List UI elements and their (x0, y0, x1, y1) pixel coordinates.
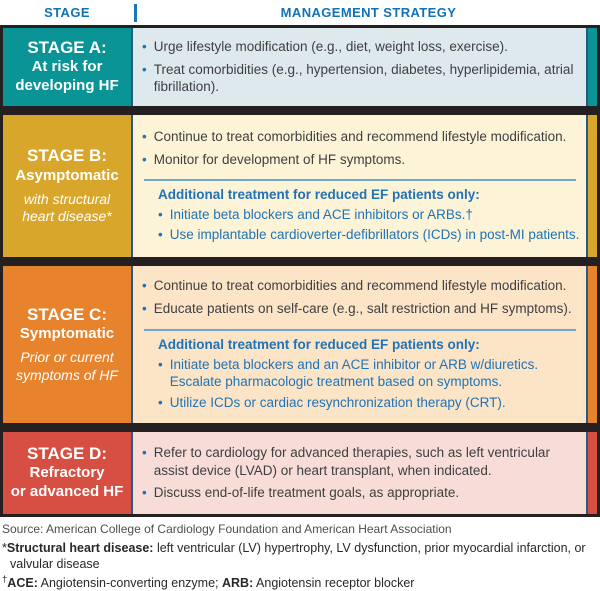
bullet-icon: • (142, 151, 147, 167)
footnote-text: left ventricular (LV) hypertrophy, LV dy… (10, 541, 586, 572)
list-item: • Initiate beta blockers and an ACE inhib… (158, 356, 580, 392)
list-item: • Utilize ICDs or cardiac resynchronizati… (158, 394, 580, 412)
stage-d-subtitle-2: or advanced HF (10, 483, 124, 501)
footnote-text: Angiotensin-converting enzyme; (37, 576, 222, 591)
stage-a-strategy-cell: • Urge lifestyle modification (e.g., diet… (131, 28, 588, 106)
additional-heading: Additional treatment for reduced EF pati… (158, 187, 480, 202)
stage-c-strategy-cell: • Continue to treat comorbidities and rec… (131, 266, 588, 423)
footnote-bold-term: ACE: (7, 576, 38, 591)
bullet-text: Urge lifestyle modification (e.g., diet,… (153, 38, 508, 54)
bullet-icon: • (142, 444, 147, 460)
bullet-icon: • (142, 485, 147, 501)
bullet-text: Monitor for development of HF symptoms. (153, 151, 406, 167)
stage-b-label-cell: STAGE B: Asymptomatic with structural he… (3, 115, 131, 257)
bullet-text: Educate patients on self-care (e.g., sal… (153, 301, 572, 317)
stage-c-title: STAGE C: (27, 304, 107, 324)
stage-column-header: STAGE (44, 5, 90, 20)
stage-d-subtitle-1: Refractory (29, 464, 105, 482)
stage-b-title: STAGE B: (27, 146, 107, 166)
row-stage-a: STAGE A: At risk for developing HF • Urge… (3, 28, 597, 106)
bullet-text: Utilize ICDs or cardiac resynchronizatio… (169, 394, 506, 410)
footnote-text: Angiotensin receptor blocker (253, 576, 415, 591)
stage-c-subtitle-1: Symptomatic (19, 325, 115, 343)
bullet-icon: • (158, 227, 163, 243)
strategy-column-header: MANAGEMENT STRATEGY (280, 5, 457, 20)
stage-b-strategy-cell: • Continue to treat comorbidities and rec… (131, 115, 588, 257)
stage-d-strategy-cell: • Refer to cardiology for advanced therap… (131, 432, 588, 514)
stage-b-qualifier-1: with structural (23, 190, 111, 207)
list-item: • Educate patients on self-care (e.g., sa… (142, 300, 580, 318)
list-item: • Continue to treat comorbidities and rec… (142, 277, 580, 295)
row-stage-d: STAGE D: Refractory or advanced HF • Refe… (3, 432, 597, 514)
list-item: • Initiate beta blockers and ACE inhibito… (158, 206, 580, 224)
list-item: • Urge lifestyle modification (e.g., diet… (142, 38, 580, 56)
bullet-text: Treat comorbidities (e.g., hypertension,… (153, 61, 574, 95)
stage-c-label-cell: STAGE C: Symptomatic Prior or current sy… (3, 266, 131, 423)
additional-heading: Additional treatment for reduced EF pati… (158, 336, 480, 352)
stage-a-title: STAGE A: (27, 38, 107, 58)
footer: Source: American College of Cardiology F… (0, 517, 600, 591)
bullet-text: Initiate beta blockers and an ACE inhibi… (169, 356, 539, 390)
stage-b-qualifier-2: heart disease* (22, 208, 112, 225)
stage-c-qualifier-1: Prior or current (20, 349, 114, 366)
stages-table: STAGE A: At risk for developing HF • Urge… (0, 25, 600, 517)
list-item: • Discuss end-of-life treatment goals, as… (142, 484, 580, 502)
bullet-text: Discuss end-of-life treatment goals, as … (153, 485, 460, 501)
bullet-text: Continue to treat comorbidities and reco… (153, 278, 567, 294)
list-item: • Continue to treat comorbidities and rec… (142, 128, 580, 146)
bullet-icon: • (158, 207, 163, 222)
stage-b-additional-section: Additional treatment for reduced EF pati… (142, 171, 580, 247)
source-attribution: Source: American College of Cardiology F… (2, 522, 452, 536)
bullet-icon: • (142, 278, 147, 294)
bullet-icon: • (142, 38, 147, 54)
row-stage-c: STAGE C: Symptomatic Prior or current sy… (3, 266, 597, 423)
bullet-icon: • (158, 394, 163, 410)
row-stage-b: STAGE B: Asymptomatic with structural he… (3, 115, 597, 257)
bullet-icon: • (158, 356, 163, 372)
stage-a-subtitle-2: developing HF (15, 77, 119, 95)
list-item: • Monitor for development of HF symptoms. (142, 151, 580, 169)
dagger-marker: † (2, 574, 8, 585)
bullet-text: Use implantable cardioverter-defibrillat… (169, 227, 580, 243)
stage-c-additional-section: Additional treatment for reduced EF pati… (142, 321, 580, 415)
bullet-icon: • (142, 128, 147, 144)
stage-a-label-cell: STAGE A: At risk for developing HF (3, 28, 131, 106)
footnote-structural-heart-disease: *Structural heart disease: left ventricu… (2, 540, 598, 573)
footnote-marker: * (2, 541, 7, 555)
bullet-icon: • (142, 61, 147, 77)
header-divider (134, 3, 137, 22)
list-item: • Use implantable cardioverter-defibrilla… (158, 226, 580, 244)
bullet-icon: • (142, 301, 147, 317)
table-header: STAGE MANAGEMENT STRATEGY (0, 0, 600, 25)
section-divider (144, 328, 576, 331)
stage-a-subtitle-1: At risk for (31, 58, 103, 76)
list-item: • Refer to cardiology for advanced therap… (142, 444, 580, 480)
bullet-text: Refer to cardiology for advanced therapi… (153, 444, 550, 478)
bullet-text: Initiate beta blockers and ACE inhibitor… (169, 207, 473, 222)
stage-b-subtitle-1: Asymptomatic (15, 166, 119, 184)
section-divider (144, 179, 576, 181)
footnote-bold-term: Structural heart disease: (6, 541, 154, 555)
footnote-abbreviations: †ACE: Angiotensin-converting enzyme; ARB… (2, 574, 598, 591)
bullet-text: Continue to treat comorbidities and reco… (153, 128, 567, 144)
footnote-bold-term: ARB: (222, 576, 254, 591)
stage-c-qualifier-2: symptoms of HF (16, 366, 118, 383)
stage-d-label-cell: STAGE D: Refractory or advanced HF (3, 432, 131, 514)
list-item: • Treat comorbidities (e.g., hypertension… (142, 61, 580, 97)
stage-d-title: STAGE D: (27, 444, 107, 464)
